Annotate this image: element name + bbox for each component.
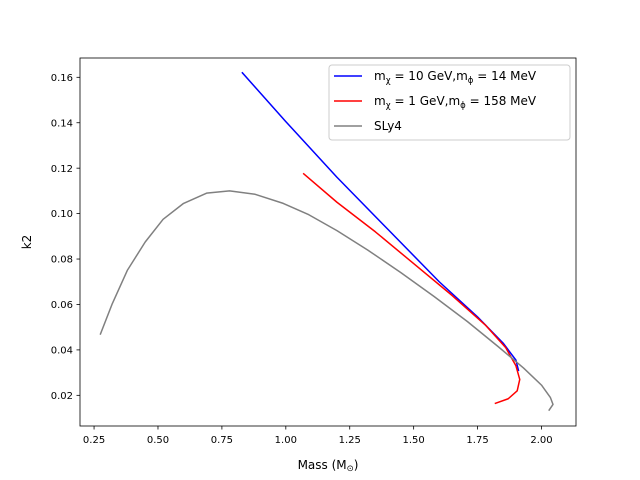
series-line-0 (241, 71, 520, 372)
y-tick-label-7: 0.16 (51, 73, 73, 84)
plot-lines (99, 71, 554, 412)
x-tick-label-0: 0.25 (83, 435, 105, 446)
x-tick-label-1: 0.50 (147, 435, 169, 446)
series-line-1 (302, 172, 521, 405)
legend-frame (328, 64, 571, 141)
plot-area-frame (79, 57, 577, 427)
y-tick-label-1: 0.04 (51, 346, 73, 357)
x-axis-label-sub: ⊙ (347, 464, 354, 474)
x-axis-label-main: Mass (M (298, 458, 347, 472)
legend-label-1: mχ = 1 GeV,mϕ = 158 MeV (374, 94, 537, 111)
x-axis-label: Mass (M⊙) (298, 458, 359, 474)
y-tick-label-0: 0.02 (51, 391, 73, 402)
y-tick-label-4: 0.10 (51, 209, 73, 220)
x-tick-label-3: 1.00 (275, 435, 297, 446)
legend-label-2: SLy4 (374, 119, 402, 133)
x-axis-ticks: 0.25 0.50 0.75 1.00 1.25 1.50 1.75 2.00 (83, 426, 553, 446)
x-tick-label-4: 1.25 (339, 435, 361, 446)
y-tick-label-3: 0.08 (51, 255, 73, 266)
y-axis-ticks: 0.02 0.04 0.06 0.08 0.10 0.12 0.14 0.16 (51, 73, 80, 402)
x-tick-label-2: 0.75 (211, 435, 233, 446)
x-tick-label-6: 1.75 (466, 435, 488, 446)
y-tick-label-2: 0.06 (51, 300, 73, 311)
y-tick-label-6: 0.14 (51, 118, 73, 129)
x-tick-label-7: 2.00 (530, 435, 552, 446)
y-axis-label: k2 (20, 235, 34, 250)
series-line-2 (99, 190, 554, 412)
x-axis-label-close: ) (354, 458, 359, 472)
legend-label-0: mχ = 10 GeV,mϕ = 14 MeV (374, 69, 537, 86)
y-tick-label-5: 0.12 (51, 164, 73, 175)
legend: mχ = 10 GeV,mϕ = 14 MeV mχ = 1 GeV,mϕ = 1… (328, 64, 571, 141)
x-tick-label-5: 1.50 (403, 435, 425, 446)
